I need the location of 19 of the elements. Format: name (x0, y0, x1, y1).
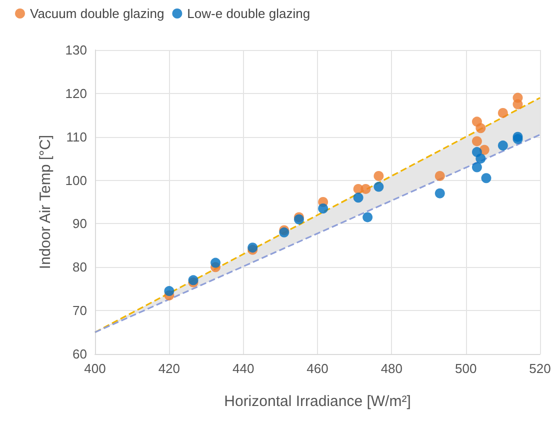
x-tick-label: 420 (158, 361, 180, 376)
x-tick-label: 480 (380, 361, 403, 376)
x-tick-label: 500 (454, 361, 477, 376)
x-tick-label: 400 (84, 361, 106, 376)
x-tick-label: 460 (306, 361, 328, 376)
x-tick-label: 440 (232, 361, 254, 376)
y-tick-label: 70 (72, 303, 87, 318)
x-tick-label: 520 (529, 361, 551, 376)
x-axis-title: Horizontal Irradiance [W/m²] (224, 393, 411, 410)
y-tick-label: 80 (72, 260, 87, 275)
y-tick-label: 120 (65, 86, 87, 101)
y-tick-label: 100 (65, 172, 87, 188)
legend-label: Vacuum double glazing (30, 6, 164, 21)
y-axis-title: Indoor Air Temp [°C] (37, 134, 54, 270)
legend-label: Low-e double glazing (187, 6, 310, 21)
y-tick-label: 60 (72, 346, 87, 362)
y-tick-label: 110 (66, 129, 87, 144)
y-tick-label: 90 (72, 216, 87, 232)
y-tick-label: 130 (65, 42, 87, 58)
